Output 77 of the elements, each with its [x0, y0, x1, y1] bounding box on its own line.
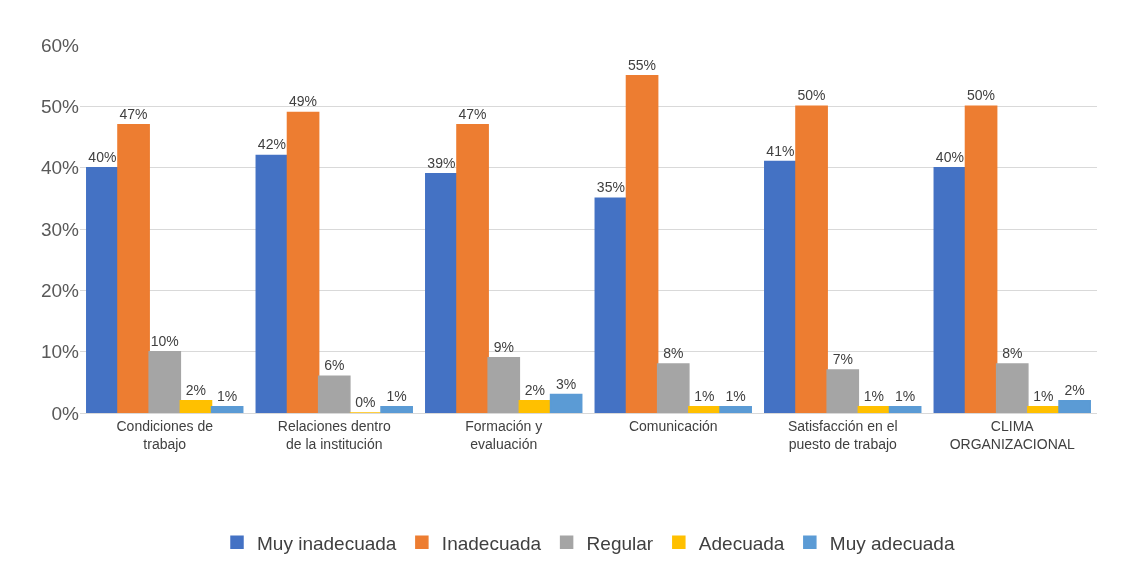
data-label: 8% [1002, 344, 1023, 361]
data-label: 41% [766, 142, 795, 159]
bar [549, 393, 583, 413]
bar [826, 369, 860, 413]
data-label: 40% [935, 148, 964, 165]
bar [933, 166, 967, 413]
data-label: 50% [967, 87, 996, 104]
data-label: 42% [257, 136, 286, 153]
data-label: 2% [185, 381, 207, 398]
bar [487, 357, 521, 413]
x-tick-label: Satisfacción en el puesto de trabajo [787, 417, 898, 452]
y-tick-label: 0% [51, 402, 80, 424]
y-tick-label: 40% [40, 157, 80, 179]
data-label: 1% [386, 387, 407, 404]
data-label: 50% [797, 87, 826, 104]
bar [795, 105, 828, 413]
data-label: 49% [289, 93, 318, 110]
x-tick-label: Formación y evaluación [465, 417, 543, 452]
bar [179, 399, 213, 413]
legend-label: Inadecuada [441, 532, 542, 554]
data-label: 9% [493, 338, 514, 355]
legend-label: Regular [586, 532, 654, 554]
bar [210, 406, 244, 413]
bar [117, 123, 150, 413]
data-label: 7% [832, 351, 853, 368]
data-label: 35% [596, 179, 625, 196]
bar [255, 154, 289, 413]
y-tick-label: 50% [40, 95, 80, 117]
y-tick-label: 10% [40, 341, 80, 363]
data-label: 55% [628, 56, 657, 73]
data-label: 8% [663, 344, 684, 361]
bar [518, 399, 552, 413]
bar [1058, 399, 1091, 413]
data-label: 10% [150, 332, 179, 349]
bar [656, 363, 690, 413]
data-label: 6% [324, 357, 345, 374]
data-label: 1% [725, 387, 746, 404]
data-label: 2% [524, 381, 546, 398]
bar [625, 74, 659, 413]
bar [719, 406, 752, 413]
bar [995, 363, 1029, 413]
bar [764, 160, 797, 413]
data-label: 47% [119, 105, 148, 122]
data-label: 1% [895, 387, 916, 404]
y-tick-label: 60% [40, 34, 80, 56]
x-tick-label: Comunicación [628, 417, 718, 434]
data-label: 0% [355, 394, 376, 410]
data-label: 1% [1033, 387, 1054, 404]
bar [857, 406, 891, 413]
data-label: 2% [1064, 381, 1085, 398]
bar [148, 350, 182, 413]
legend-label: Adecuada [698, 532, 785, 554]
bar [380, 406, 413, 413]
data-label: 1% [217, 387, 238, 404]
bar [286, 111, 320, 413]
legend-label: Muy adecuada [829, 532, 955, 554]
data-label: 40% [88, 148, 117, 165]
bar [888, 406, 922, 413]
bar [1027, 406, 1060, 413]
data-label: 47% [458, 105, 487, 122]
bar [964, 105, 998, 413]
bar [688, 406, 721, 413]
data-label: 1% [694, 387, 715, 404]
y-tick-label: 30% [40, 218, 80, 240]
x-tick-label: Relaciones dentro de la institución [277, 417, 391, 452]
bar [594, 197, 628, 413]
data-label: 1% [863, 387, 885, 404]
data-label: 39% [427, 154, 456, 171]
bar [425, 173, 458, 413]
x-tick-label: CLIMA ORGANIZACIONAL [949, 417, 1076, 452]
legend-label: Muy inadecuada [257, 532, 397, 554]
bar [317, 375, 351, 413]
x-tick-label: Condiciones de trabajo [116, 417, 214, 452]
bar [86, 166, 119, 413]
data-label: 3% [556, 375, 577, 392]
y-tick-label: 20% [40, 279, 80, 301]
bar [456, 123, 489, 413]
